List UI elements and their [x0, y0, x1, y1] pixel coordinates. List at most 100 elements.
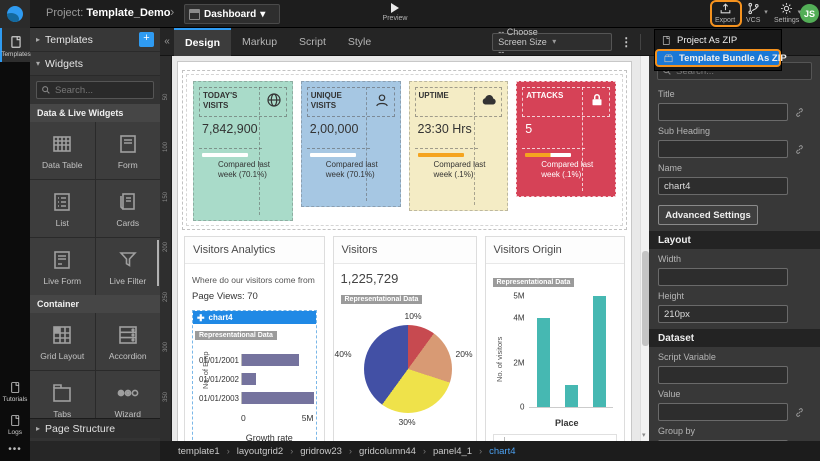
breadcrumb-item[interactable]: layoutgrid2 — [236, 445, 284, 457]
rail-item-logs[interactable]: Logs — [0, 407, 30, 440]
bind-link-icon[interactable] — [794, 144, 805, 155]
widgets-section-header[interactable]: ▾ Widgets — [30, 52, 160, 76]
breadcrumb-item[interactable]: template1 — [178, 445, 220, 457]
title-input[interactable] — [658, 103, 788, 121]
export-menu-item[interactable]: Project As ZIP — [655, 32, 781, 48]
property-search-input[interactable] — [676, 65, 786, 77]
widget-group-header: Container — [30, 295, 160, 313]
page-structure-section-header[interactable]: ▸ Page Structure — [30, 418, 160, 438]
canvas-scrollbar[interactable]: ▾ — [640, 56, 649, 441]
app-logo[interactable] — [0, 0, 30, 28]
breadcrumb-item[interactable]: gridrow23 — [300, 445, 342, 457]
stat-card-unique-visits[interactable]: UNIQUE VISITS 2,00,000 Compared last week … — [300, 81, 401, 207]
bind-link-icon[interactable] — [794, 407, 805, 418]
breadcrumb-item[interactable]: panel4_1 — [432, 445, 473, 457]
widget-search[interactable] — [36, 81, 154, 99]
ruler-mark: 150 — [163, 192, 169, 203]
name-input[interactable] — [658, 177, 788, 195]
rail-item-label: Tutorials — [2, 396, 28, 403]
widget-selection-header[interactable]: ✚ chart4 — [193, 311, 316, 324]
widget-tile-live-filter[interactable]: Live Filter — [95, 238, 160, 295]
width-input[interactable] — [658, 268, 788, 286]
widget-tile-accordion[interactable]: Accordion — [95, 313, 160, 370]
stat-card-today-s-visits[interactable]: TODAY'S VISITS 7,842,900 Compared last wee… — [193, 81, 293, 221]
artboard[interactable]: TODAY'S VISITS 7,842,900 Compared last wee… — [177, 61, 632, 441]
design-canvas[interactable]: TODAY'S VISITS 7,842,900 Compared last wee… — [172, 56, 640, 441]
list-widget[interactable]: John Doe 20 — [492, 434, 617, 441]
bind-link-icon[interactable] — [794, 107, 805, 118]
visitors-analytics-panel[interactable]: Visitors Analytics Where do our visitors… — [184, 236, 325, 441]
cards-icon — [116, 190, 140, 214]
widget-tile-label: Cards — [116, 217, 140, 228]
cloud-icon — [480, 91, 498, 113]
stat-card-footer: Compared last week (.1%) — [415, 149, 503, 185]
column-bar — [592, 296, 606, 407]
page-icon — [189, 8, 200, 20]
rail-item-tutorials[interactable]: Tutorials — [0, 374, 30, 407]
advanced-settings-button[interactable]: Advanced Settings — [658, 205, 758, 225]
bar — [242, 354, 300, 366]
add-template-button[interactable]: + — [139, 32, 154, 47]
stat-card-attacks[interactable]: ATTACKS 5 Compared last week (.1%) — [516, 81, 616, 197]
more-options-button[interactable]: ⋮ — [620, 34, 633, 49]
stat-card-uptime[interactable]: UPTIME 23:30 Hrs Compared last week (.1%) — [408, 81, 509, 211]
tab-script[interactable]: Script — [299, 35, 326, 48]
script-variable-input[interactable] — [658, 366, 788, 384]
breadcrumb-item[interactable]: gridcolumn44 — [358, 445, 416, 457]
growth-rate-bar-chart: No. of Emp 01/01/2001 01/01/2002 01/01/200… — [193, 343, 316, 441]
ruler-mark: 50 — [163, 93, 169, 101]
screen-size-select[interactable]: -- Choose Screen Size -- ▾ — [492, 27, 613, 57]
widget-search-input[interactable] — [55, 84, 145, 96]
breadcrumb-item[interactable]: chart4 — [489, 445, 516, 457]
height-input[interactable] — [658, 305, 788, 323]
widget-tile-data-table[interactable]: Data Table — [30, 122, 95, 179]
widget-tile-cards[interactable]: Cards — [95, 180, 160, 237]
bar-track — [241, 373, 314, 385]
widget-grid: Data Table Form List Cards Live Form Live Fil… — [30, 122, 160, 295]
top-bar: Project: Template_Demo › Dashboard ▾ Pre… — [0, 0, 820, 28]
doc-icon — [661, 35, 672, 46]
scrollbar-down-arrow[interactable]: ▾ — [642, 432, 646, 439]
tab-markup[interactable]: Markup — [242, 35, 278, 48]
widget-tile-grid-layout[interactable]: Grid Layout — [30, 313, 95, 370]
toolbar-divider — [640, 33, 642, 50]
vcs-button[interactable]: ▾ VCS — [746, 2, 768, 24]
export-button[interactable]: Export — [715, 2, 735, 24]
more-menu-button[interactable]: ••• — [8, 444, 22, 455]
column-bar — [564, 384, 578, 407]
templates-section-header[interactable]: ▸ Templates + — [30, 28, 160, 52]
chevron-down-icon: ▾ — [260, 8, 266, 20]
ruler-mark: 250 — [163, 292, 169, 303]
panel-title: Visitors — [333, 237, 476, 264]
dataset-section-header[interactable]: Dataset — [649, 329, 820, 347]
layout-section-header[interactable]: Layout — [649, 231, 820, 249]
settings-button[interactable]: ▾ Settings — [774, 2, 801, 24]
stat-cards-container[interactable]: TODAY'S VISITS 7,842,900 Compared last wee… — [182, 70, 627, 230]
visitors-panel[interactable]: Visitors 1,225,729 Representational Data… — [332, 236, 477, 441]
visitors-origin-panel[interactable]: Visitors Origin Representational Data No… — [484, 236, 625, 441]
export-menu-item[interactable]: Template Bundle As ZIP — [655, 49, 787, 67]
ruler-mark: 100 — [163, 142, 169, 153]
panel-title: Visitors Analytics — [185, 237, 324, 264]
bar-category-label: 01/01/2001 — [198, 355, 239, 365]
tab-style[interactable]: Style — [347, 35, 372, 48]
tab-design[interactable]: Design — [174, 27, 232, 56]
selected-chart-widget[interactable]: ✚ chart4 Representational Data No. of Em… — [192, 310, 317, 441]
subheading-input[interactable] — [658, 140, 788, 158]
widget-tile-live-form[interactable]: Live Form — [30, 238, 95, 295]
widget-tile-list[interactable]: List — [30, 180, 95, 237]
preview-button[interactable]: Preview — [380, 3, 410, 22]
value-input[interactable] — [658, 403, 788, 421]
collapse-panel-button[interactable]: « — [164, 36, 170, 47]
lock-icon — [588, 91, 606, 113]
scrollbar-thumb[interactable] — [642, 251, 649, 346]
page-selector-dropdown[interactable]: Dashboard ▾ — [184, 4, 280, 24]
move-icon[interactable]: ✚ — [197, 312, 205, 323]
left-panel-scrollbar[interactable] — [157, 240, 159, 286]
widget-tile-form[interactable]: Form — [95, 122, 160, 179]
stat-card-value: 23:30 Hrs — [414, 117, 478, 149]
export-menu-item-label: Project As ZIP — [677, 34, 738, 46]
user-avatar[interactable]: JS — [800, 4, 819, 23]
widget-tile-label: Wizard — [114, 408, 141, 419]
rail-item-templates[interactable]: Templates — [0, 28, 31, 62]
